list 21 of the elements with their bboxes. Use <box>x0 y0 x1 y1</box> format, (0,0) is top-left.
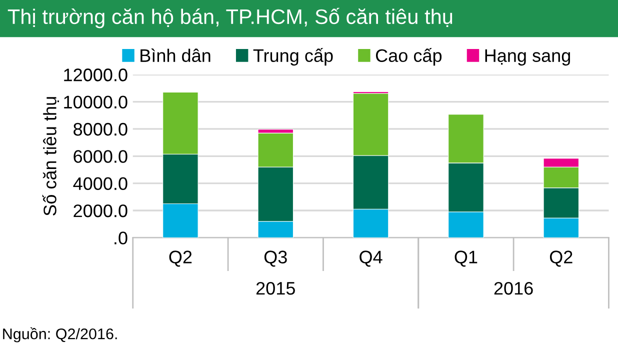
y-tick-label: 8000.0 <box>74 122 128 136</box>
x-tick-label: Q2 <box>550 250 572 267</box>
legend-label: Trung cấp <box>253 48 333 66</box>
x-tick-label: Q3 <box>264 250 287 267</box>
y-tick-label: 12000.0 <box>64 68 128 82</box>
legend-label: Hạng sang <box>485 49 570 66</box>
x-tick-label: Q1 <box>454 250 478 267</box>
legend-label: Bình dân <box>140 48 210 62</box>
text: Nguồn: Q2/2016. <box>3 327 117 342</box>
text: 2015 <box>256 282 295 295</box>
y-tick-label: .0 <box>114 232 128 244</box>
chart-title: Thị trường căn hộ bán, TP.HCM, Số căn tiêu thụ <box>8 8 452 28</box>
y-axis-title: Số căn tiêu thụ <box>42 97 59 216</box>
legend-label: Cao cấp <box>376 48 442 66</box>
text: 2016 <box>494 282 533 295</box>
y-tick-label: 6000.0 <box>74 150 128 163</box>
y-tick-label: 2000.0 <box>74 204 128 218</box>
x-tick-label: Q4 <box>360 250 382 267</box>
y-tick-label: 10000.0 <box>64 96 128 109</box>
x-tick-label: Q2 <box>169 250 192 267</box>
y-tick-label: 4000.0 <box>73 177 128 190</box>
